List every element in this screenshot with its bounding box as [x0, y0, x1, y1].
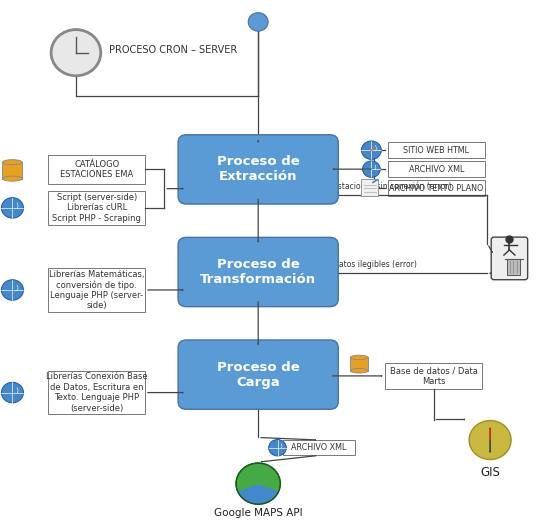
- Text: ARCHIVO TEXTO PLANO: ARCHIVO TEXTO PLANO: [389, 183, 483, 193]
- Ellipse shape: [2, 159, 22, 165]
- Text: Proceso de
Extracción: Proceso de Extracción: [217, 155, 300, 183]
- Bar: [48, 191, 145, 225]
- Text: Datos ilegibles (error): Datos ilegibles (error): [332, 260, 417, 269]
- Circle shape: [2, 197, 23, 218]
- Circle shape: [2, 382, 23, 403]
- FancyBboxPatch shape: [178, 340, 338, 410]
- Circle shape: [269, 440, 286, 456]
- Circle shape: [2, 280, 23, 300]
- Bar: [388, 142, 485, 158]
- Bar: [283, 440, 355, 455]
- Bar: [48, 155, 145, 183]
- Circle shape: [361, 141, 381, 159]
- Text: Librerías Matemáticas,
conversión de tipo.
Lenguaje PHP (server-
side): Librerías Matemáticas, conversión de tip…: [49, 269, 144, 311]
- Bar: [385, 363, 482, 389]
- Text: Proceso de
Carga: Proceso de Carga: [217, 361, 300, 389]
- Bar: [48, 268, 145, 312]
- Text: SITIO WEB HTML: SITIO WEB HTML: [403, 146, 470, 155]
- FancyBboxPatch shape: [178, 135, 338, 204]
- Bar: [48, 371, 145, 414]
- Bar: [350, 357, 368, 371]
- Bar: [388, 162, 485, 177]
- Text: Google MAPS API: Google MAPS API: [214, 508, 302, 518]
- Text: Base de datos / Data
Marts: Base de datos / Data Marts: [390, 366, 477, 386]
- FancyBboxPatch shape: [491, 237, 528, 280]
- Wedge shape: [237, 464, 279, 490]
- Ellipse shape: [350, 368, 368, 373]
- Bar: [361, 179, 378, 196]
- Bar: [507, 259, 521, 275]
- Ellipse shape: [2, 176, 22, 181]
- Circle shape: [236, 463, 280, 504]
- Text: Proceso de
Transformación: Proceso de Transformación: [200, 258, 316, 286]
- Circle shape: [469, 420, 511, 460]
- FancyBboxPatch shape: [178, 238, 338, 307]
- Text: CATÁLOGO
ESTACIONES EMA: CATÁLOGO ESTACIONES EMA: [60, 160, 133, 179]
- Circle shape: [248, 13, 268, 31]
- Wedge shape: [239, 483, 278, 503]
- Text: Estaciones sin conexión (error): Estaciones sin conexión (error): [332, 182, 451, 191]
- Circle shape: [51, 30, 101, 76]
- Bar: [388, 180, 485, 196]
- Text: Script (server-side)
Librerías cURL
Script PHP - Scraping: Script (server-side) Librerías cURL Scri…: [52, 193, 141, 223]
- Text: ARCHIVO XML: ARCHIVO XML: [408, 165, 464, 173]
- Bar: [2, 162, 22, 179]
- Text: PROCESO CRON – SERVER: PROCESO CRON – SERVER: [109, 45, 238, 55]
- Text: Librerías Conexión Base
de Datos, Escritura en
Texto. Lenguaje PHP
(server-side): Librerías Conexión Base de Datos, Escrit…: [46, 373, 148, 413]
- Circle shape: [362, 161, 380, 177]
- Text: GIS: GIS: [480, 466, 500, 479]
- Ellipse shape: [350, 355, 368, 359]
- Text: ARCHIVO XML: ARCHIVO XML: [291, 443, 347, 452]
